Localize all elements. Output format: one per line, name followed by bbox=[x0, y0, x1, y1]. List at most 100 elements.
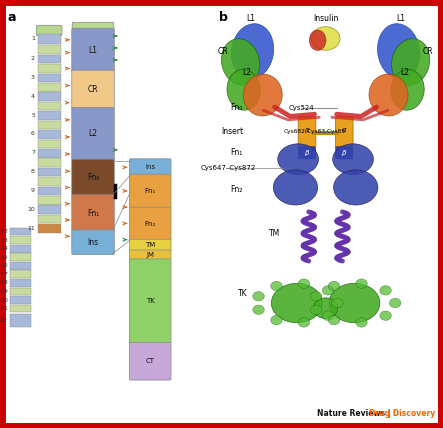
Ellipse shape bbox=[380, 311, 391, 321]
Bar bbox=[10, 270, 31, 278]
Bar bbox=[38, 92, 61, 101]
Text: b: b bbox=[219, 11, 228, 24]
Ellipse shape bbox=[356, 318, 367, 327]
FancyBboxPatch shape bbox=[299, 147, 315, 159]
Text: L1: L1 bbox=[89, 45, 97, 55]
Text: Fn₁: Fn₁ bbox=[230, 148, 243, 158]
Bar bbox=[38, 224, 61, 233]
Text: Insert: Insert bbox=[221, 127, 243, 137]
Text: L1: L1 bbox=[396, 14, 405, 24]
Bar bbox=[38, 83, 61, 92]
Text: TK: TK bbox=[146, 298, 155, 304]
Bar bbox=[10, 314, 31, 327]
Text: L2: L2 bbox=[242, 68, 251, 77]
Bar bbox=[38, 130, 61, 139]
Ellipse shape bbox=[380, 285, 391, 295]
Ellipse shape bbox=[333, 144, 373, 175]
Text: TM: TM bbox=[145, 242, 155, 249]
FancyBboxPatch shape bbox=[129, 259, 171, 344]
Text: Ins: Ins bbox=[145, 164, 155, 170]
Ellipse shape bbox=[278, 144, 319, 175]
Bar bbox=[38, 140, 61, 148]
Bar bbox=[38, 111, 61, 120]
FancyBboxPatch shape bbox=[72, 107, 114, 160]
Ellipse shape bbox=[253, 305, 264, 315]
Text: Nature Reviews |: Nature Reviews | bbox=[317, 409, 393, 418]
Bar bbox=[10, 305, 31, 312]
Text: CT: CT bbox=[146, 358, 155, 364]
Text: 18: 18 bbox=[0, 280, 8, 285]
Text: 7: 7 bbox=[31, 150, 35, 155]
Text: 8: 8 bbox=[31, 169, 35, 174]
FancyBboxPatch shape bbox=[298, 117, 316, 149]
Bar bbox=[38, 121, 61, 129]
Text: JM: JM bbox=[146, 252, 154, 258]
Text: CR: CR bbox=[218, 47, 229, 56]
FancyBboxPatch shape bbox=[129, 250, 171, 260]
Ellipse shape bbox=[253, 291, 264, 301]
Text: Cys682,Cys83,Cys85: Cys682,Cys83,Cys85 bbox=[284, 129, 346, 134]
Text: Fn₀: Fn₀ bbox=[230, 103, 243, 113]
FancyBboxPatch shape bbox=[336, 147, 353, 159]
Ellipse shape bbox=[298, 318, 310, 327]
FancyBboxPatch shape bbox=[129, 239, 171, 252]
Ellipse shape bbox=[389, 298, 401, 308]
Text: Fn₁: Fn₁ bbox=[87, 208, 99, 218]
Text: L2: L2 bbox=[400, 68, 409, 77]
Bar bbox=[10, 236, 31, 244]
Text: 19: 19 bbox=[0, 289, 8, 294]
Text: 9: 9 bbox=[31, 188, 35, 193]
Text: TK: TK bbox=[238, 288, 248, 298]
Ellipse shape bbox=[392, 39, 430, 86]
FancyBboxPatch shape bbox=[72, 230, 114, 255]
Text: 1: 1 bbox=[31, 36, 35, 42]
Ellipse shape bbox=[377, 24, 420, 79]
Text: L1: L1 bbox=[246, 14, 255, 24]
Bar bbox=[10, 279, 31, 287]
Ellipse shape bbox=[222, 39, 260, 86]
Text: $\beta$: $\beta$ bbox=[304, 148, 310, 158]
Bar bbox=[10, 296, 31, 304]
Text: 4: 4 bbox=[31, 94, 35, 99]
Bar bbox=[38, 215, 61, 223]
Ellipse shape bbox=[243, 74, 282, 116]
FancyBboxPatch shape bbox=[36, 25, 62, 36]
Ellipse shape bbox=[391, 70, 424, 110]
Text: Fn₂: Fn₂ bbox=[230, 184, 243, 194]
Text: $\beta$: $\beta$ bbox=[341, 148, 347, 158]
Bar bbox=[10, 288, 31, 295]
Text: Cys524: Cys524 bbox=[288, 105, 314, 111]
Text: Drug Discovery: Drug Discovery bbox=[369, 409, 435, 418]
Bar bbox=[38, 158, 61, 167]
Bar bbox=[10, 253, 31, 261]
Text: CR: CR bbox=[423, 47, 433, 56]
FancyBboxPatch shape bbox=[129, 159, 171, 176]
Bar bbox=[38, 168, 61, 176]
Text: 6: 6 bbox=[31, 131, 35, 137]
Ellipse shape bbox=[334, 170, 378, 205]
Text: Fn₁: Fn₁ bbox=[144, 188, 156, 194]
Text: Fn₂: Fn₂ bbox=[144, 221, 156, 227]
FancyBboxPatch shape bbox=[129, 207, 171, 241]
Bar bbox=[38, 45, 61, 54]
Text: 5: 5 bbox=[31, 113, 35, 118]
Bar bbox=[38, 187, 61, 195]
Ellipse shape bbox=[311, 291, 322, 301]
Text: 10: 10 bbox=[27, 207, 35, 212]
Text: a: a bbox=[8, 11, 16, 24]
FancyBboxPatch shape bbox=[335, 117, 353, 149]
FancyBboxPatch shape bbox=[72, 195, 114, 232]
Ellipse shape bbox=[298, 279, 310, 288]
Bar bbox=[38, 102, 61, 110]
Bar bbox=[10, 228, 31, 235]
Text: 20: 20 bbox=[0, 297, 8, 303]
Text: Ins: Ins bbox=[87, 238, 99, 247]
Ellipse shape bbox=[329, 283, 380, 323]
Text: 11: 11 bbox=[27, 226, 35, 231]
Bar bbox=[38, 149, 61, 158]
Text: 3: 3 bbox=[31, 75, 35, 80]
Text: Fn₀: Fn₀ bbox=[87, 173, 99, 182]
Text: $\alpha$: $\alpha$ bbox=[341, 126, 347, 134]
Bar bbox=[38, 34, 61, 44]
Text: L2: L2 bbox=[89, 129, 97, 139]
